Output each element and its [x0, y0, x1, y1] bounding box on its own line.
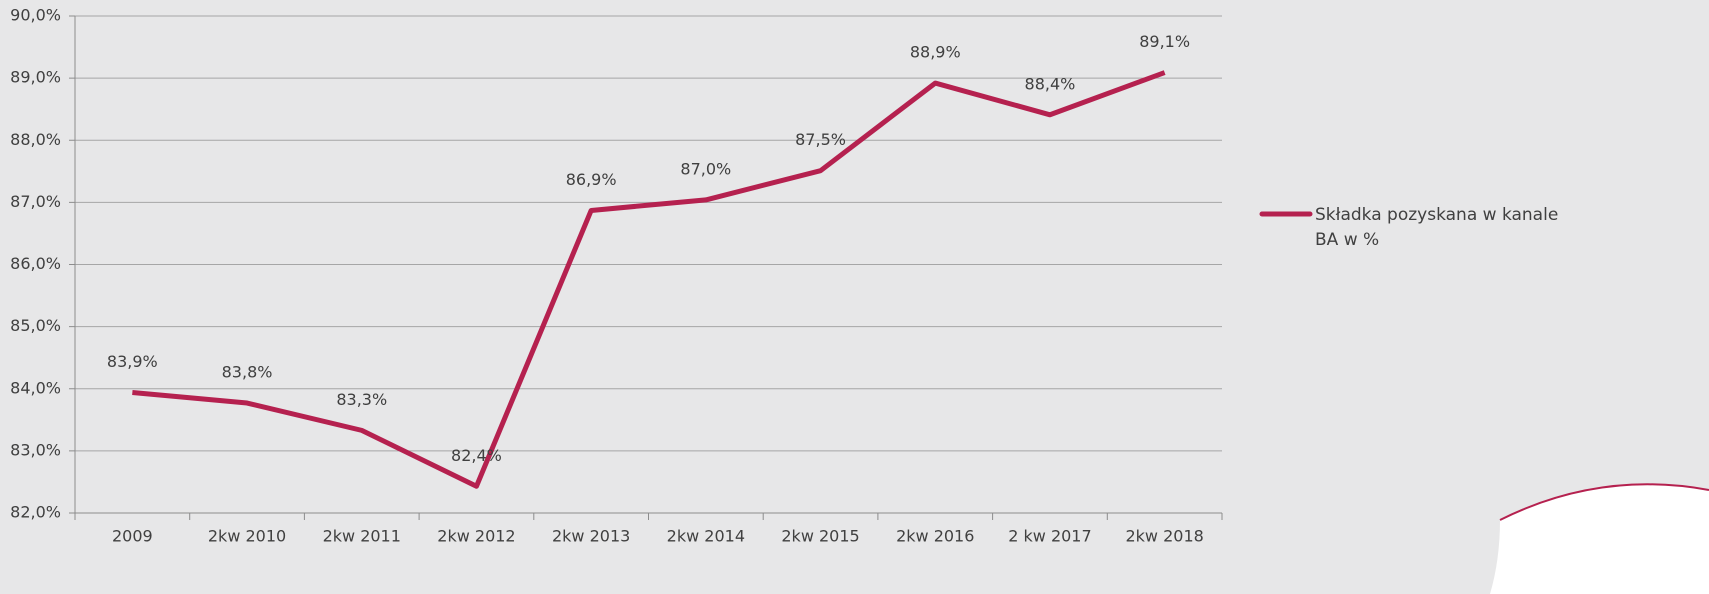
data-label: 87,5% [795, 130, 846, 149]
y-tick-label: 85,0% [10, 316, 61, 335]
x-tick-label: 2 kw 2017 [1008, 527, 1091, 546]
data-label: 89,1% [1139, 32, 1190, 51]
data-label: 87,0% [680, 159, 731, 178]
y-tick-label: 88,0% [10, 130, 61, 149]
legend-label: Składka pozyskana w kanale BA w % [1315, 203, 1565, 253]
y-tick-label: 84,0% [10, 378, 61, 397]
y-tick-label: 90,0% [10, 6, 61, 25]
x-tick-label: 2kw 2016 [896, 527, 974, 546]
y-tick-label: 89,0% [10, 68, 61, 87]
series-line [132, 73, 1164, 487]
data-label: 83,8% [222, 363, 273, 382]
x-tick-label: 2kw 2015 [781, 527, 859, 546]
x-tick-label: 2kw 2014 [667, 527, 745, 546]
x-tick-label: 2kw 2010 [208, 527, 286, 546]
data-label: 88,4% [1025, 74, 1076, 93]
data-label: 83,3% [336, 390, 387, 409]
y-tick-label: 87,0% [10, 192, 61, 211]
data-label: 82,4% [451, 446, 502, 465]
decoration [1490, 484, 1709, 594]
x-tick-label: 2kw 2013 [552, 527, 630, 546]
chart: 82,0% 83,0% 84,0% 85,0% 86,0% 87,0% 88,0% 89,0%… [0, 0, 1709, 594]
x-tick-label: 2kw 2018 [1125, 527, 1203, 546]
y-tick-label: 83,0% [10, 440, 61, 459]
y-tick-label: 86,0% [10, 254, 61, 273]
data-label: 88,9% [910, 43, 961, 62]
y-tick-label: 82,0% [10, 503, 61, 522]
x-tick-label: 2009 [112, 527, 153, 546]
x-tick-label: 2kw 2011 [323, 527, 401, 546]
data-label: 86,9% [566, 170, 617, 189]
page: 82,0% 83,0% 84,0% 85,0% 86,0% 87,0% 88,0% 89,0%… [0, 0, 1709, 594]
x-tick-label: 2kw 2012 [437, 527, 515, 546]
data-label: 83,9% [107, 352, 158, 371]
